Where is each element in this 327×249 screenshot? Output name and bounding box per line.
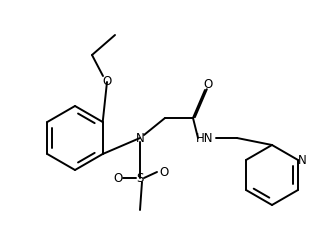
Text: O: O [203, 77, 213, 90]
Text: O: O [113, 172, 123, 185]
Text: S: S [136, 172, 144, 185]
Text: N: N [136, 131, 145, 144]
Text: O: O [102, 74, 112, 87]
Text: N: N [298, 153, 306, 167]
Text: O: O [159, 166, 169, 179]
Text: HN: HN [196, 131, 214, 144]
